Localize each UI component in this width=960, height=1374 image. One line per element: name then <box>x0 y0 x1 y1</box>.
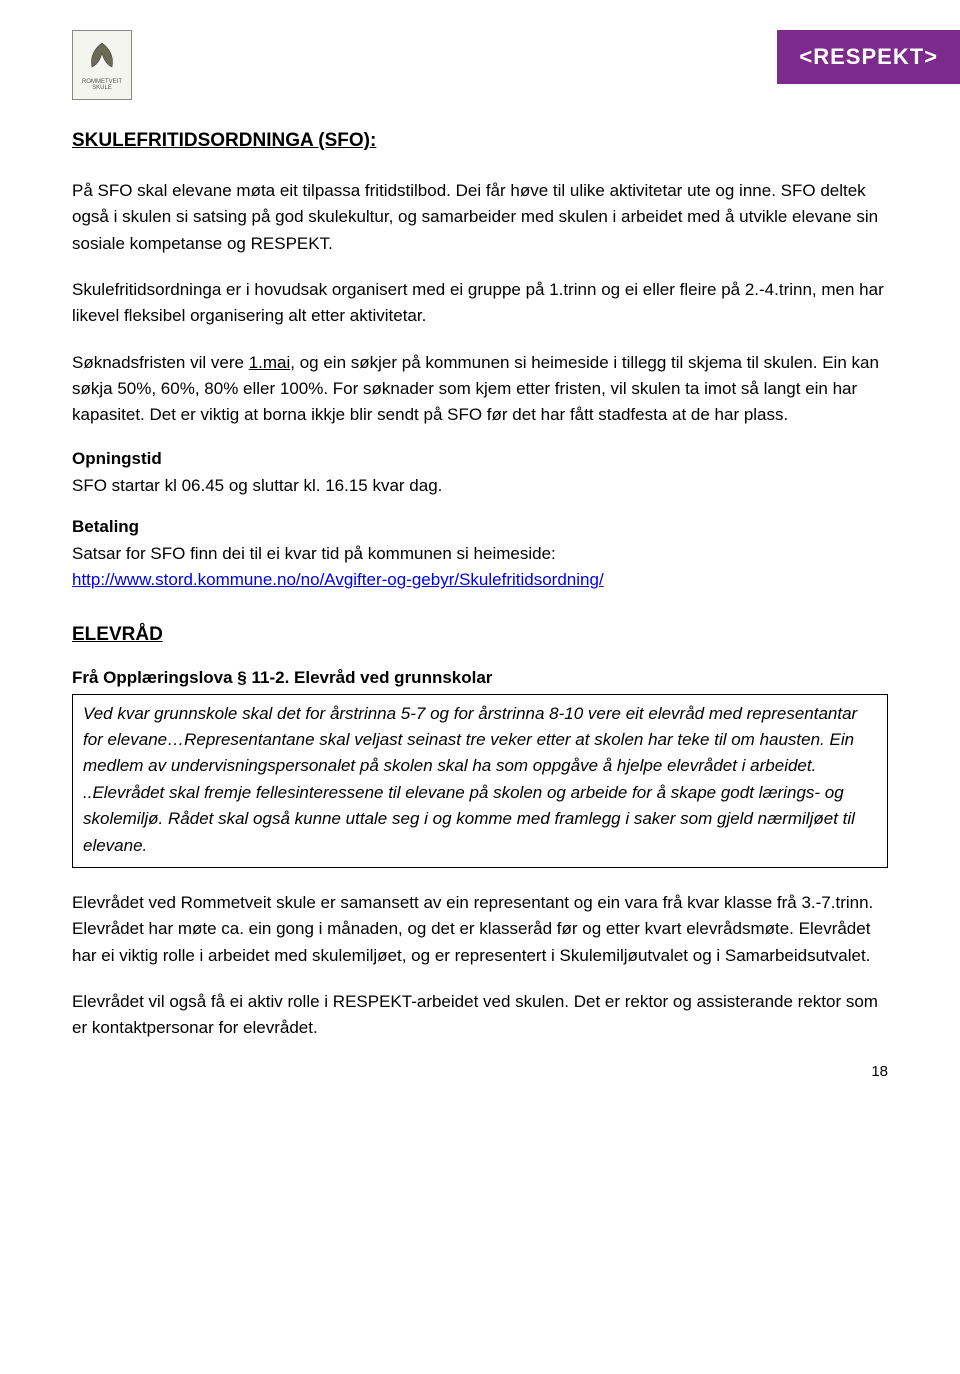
payment-link[interactable]: http://www.stord.kommune.no/no/Avgifter-… <box>72 570 604 589</box>
elevrad-paragraph-2: Elevrådet vil også få ei aktiv rolle i R… <box>72 989 888 1042</box>
sfo-paragraph-3: Søknadsfristen vil vere 1.mai, og ein sø… <box>72 350 888 429</box>
p3-pre: Søknadsfristen vil vere <box>72 353 249 372</box>
respekt-label: <RESPEKT> <box>799 44 938 69</box>
page-number: 18 <box>871 1063 888 1080</box>
section-title-elevrad: ELEVRÅD <box>72 624 888 646</box>
elevrad-paragraph-1: Elevrådet ved Rommetveit skule er samans… <box>72 890 888 969</box>
payment-intro: Satsar for SFO finn dei til ei kvar tid … <box>72 544 556 563</box>
law-quote-box: Ved kvar grunnskole skal det for årstrin… <box>72 694 888 868</box>
school-logo: ROMMETVEIT SKULE <box>72 30 132 100</box>
sfo-paragraph-2: Skulefritidsordninga er i hovudsak organ… <box>72 277 888 330</box>
p3-deadline: 1.mai <box>249 353 291 372</box>
opening-hours-text: SFO startar kl 06.45 og sluttar kl. 16.1… <box>72 473 888 499</box>
logo-caption: ROMMETVEIT SKULE <box>73 79 131 91</box>
respekt-badge: <RESPEKT> <box>777 30 960 84</box>
law-heading: Frå Opplæringslova § 11-2. Elevråd ved g… <box>72 668 888 688</box>
payment-heading: Betaling <box>72 517 888 537</box>
section-title-sfo: SKULEFRITIDSORDNINGA (SFO): <box>72 130 888 152</box>
leaf-icon <box>82 39 122 79</box>
payment-text: Satsar for SFO finn dei til ei kvar tid … <box>72 541 888 594</box>
sfo-paragraph-1: På SFO skal elevane møta eit tilpassa fr… <box>72 178 888 257</box>
opening-hours-heading: Opningstid <box>72 449 888 469</box>
document-header: ROMMETVEIT SKULE <RESPEKT> <box>72 30 888 100</box>
